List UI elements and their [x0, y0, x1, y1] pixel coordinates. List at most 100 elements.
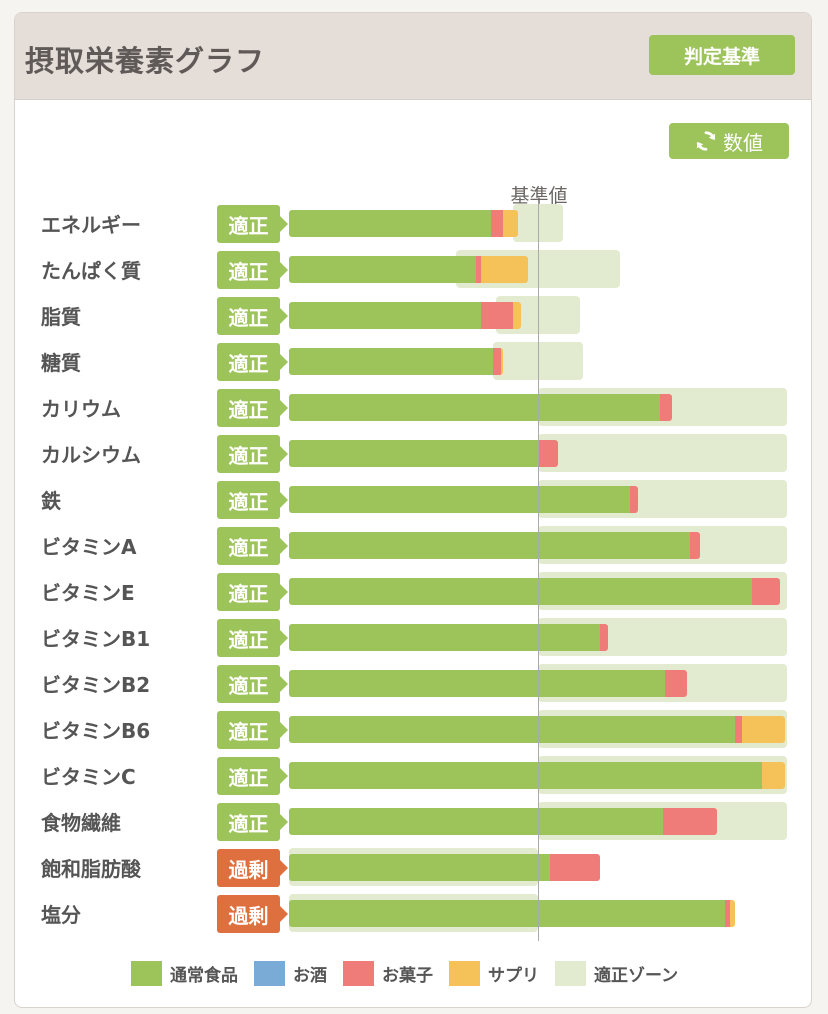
- legend-item-zone: 適正ゾーン: [555, 961, 678, 986]
- status-badge: 適正: [217, 205, 288, 243]
- legend-swatch: [131, 961, 162, 986]
- legend-item-supplement: サプリ: [449, 961, 539, 986]
- status-badge: 適正: [217, 435, 288, 473]
- status-badge: 適正: [217, 297, 288, 335]
- legend-label: 適正ゾーン: [594, 966, 679, 986]
- bar-segment-supplement: [762, 762, 785, 789]
- legend-label: サプリ: [488, 966, 539, 986]
- status-badge: 適正: [217, 665, 288, 703]
- bar-segment-snack: [664, 670, 688, 697]
- nutrient-row: ビタミンE 適正: [15, 569, 811, 615]
- intake-bar: [289, 670, 688, 697]
- nutrient-label: たんぱく質: [41, 259, 141, 283]
- card-header: 摂取栄養素グラフ 判定基準: [15, 13, 811, 100]
- bar-segment-normal: [289, 670, 665, 697]
- status-badge: 過剰: [217, 895, 288, 933]
- status-badge: 適正: [217, 481, 288, 519]
- intake-bar: [289, 716, 785, 743]
- bar-segment-supplement: [742, 716, 785, 743]
- reference-label: 基準値: [510, 185, 568, 207]
- bar-segment-snack: [480, 302, 514, 329]
- reference-line: [538, 203, 539, 941]
- bar-segment-snack: [538, 440, 558, 467]
- refresh-icon: [695, 130, 717, 152]
- status-badge: 適正: [217, 619, 288, 657]
- bar-segment-normal: [289, 302, 481, 329]
- intake-bar: [289, 486, 638, 513]
- adequate-zone: [538, 434, 787, 472]
- legend-swatch: [343, 961, 374, 986]
- bar-track: [289, 486, 789, 513]
- nutrient-row: エネルギー 適正: [15, 201, 811, 247]
- nutrient-label: 食物繊維: [41, 811, 121, 835]
- nutrient-label: 脂質: [41, 305, 81, 329]
- bar-track: [289, 302, 789, 329]
- bar-segment-normal: [289, 348, 494, 375]
- bar-segment-snack: [689, 532, 700, 559]
- bar-segment-normal: [289, 900, 725, 927]
- bar-segment-supplement: [500, 348, 504, 375]
- nutrient-label: カルシウム: [41, 443, 141, 467]
- nutrient-row: 糖質 適正: [15, 339, 811, 385]
- bar-track: [289, 854, 789, 881]
- bar-segment-snack: [550, 854, 601, 881]
- bar-segment-normal: [289, 486, 631, 513]
- bar-segment-normal: [289, 532, 690, 559]
- bar-track: [289, 348, 789, 375]
- status-badge: 適正: [217, 389, 288, 427]
- nutrient-label: ビタミンE: [41, 581, 135, 605]
- bar-track: [289, 210, 789, 237]
- bar-track: [289, 394, 789, 421]
- legend-swatch: [254, 961, 285, 986]
- legend-label: 通常食品: [170, 966, 238, 986]
- bar-segment-snack: [752, 578, 780, 605]
- intake-bar: [289, 348, 504, 375]
- nutrient-row: ビタミンB6 適正: [15, 707, 811, 753]
- intake-bar: [289, 762, 785, 789]
- bar-segment-snack: [734, 716, 743, 743]
- nutrient-label: ビタミンB1: [41, 627, 151, 651]
- nutrient-row: 脂質 適正: [15, 293, 811, 339]
- page-title: 摂取栄養素グラフ: [25, 44, 266, 78]
- intake-bar: [289, 394, 673, 421]
- bar-track: [289, 670, 789, 697]
- nutrient-label: 糖質: [41, 351, 81, 375]
- intake-bar: [289, 210, 519, 237]
- adequate-zone: [493, 342, 583, 380]
- intake-bar: [289, 808, 718, 835]
- nutrient-row: 鉄 適正: [15, 477, 811, 523]
- bar-segment-supplement: [729, 900, 735, 927]
- intake-bar: [289, 900, 735, 927]
- bar-segment-snack: [493, 348, 501, 375]
- nutrient-row: 塩分 過剰: [15, 891, 811, 937]
- bar-segment-supplement: [513, 302, 521, 329]
- nutrient-label: ビタミンB2: [41, 673, 151, 697]
- bar-segment-normal: [289, 578, 753, 605]
- status-badge: 適正: [217, 251, 288, 289]
- nutrient-label: ビタミンA: [41, 535, 137, 559]
- bar-segment-supplement: [480, 256, 529, 283]
- bar-track: [289, 624, 789, 651]
- legend-swatch: [555, 961, 586, 986]
- intake-bar: [289, 854, 601, 881]
- legend-item-snack: お菓子: [343, 961, 433, 986]
- nutrient-label: エネルギー: [41, 213, 141, 237]
- bar-track: [289, 808, 789, 835]
- nutrient-row: たんぱく質 適正: [15, 247, 811, 293]
- intake-bar: [289, 302, 521, 329]
- values-toggle-button[interactable]: 数値: [669, 123, 789, 159]
- status-badge: 過剰: [217, 849, 288, 887]
- status-badge: 適正: [217, 757, 288, 795]
- status-badge: 適正: [217, 803, 288, 841]
- bar-segment-normal: [289, 624, 601, 651]
- legend-item-normal: 通常食品: [131, 961, 238, 986]
- intake-bar: [289, 440, 558, 467]
- intake-bar: [289, 532, 700, 559]
- bar-track: [289, 716, 789, 743]
- bar-segment-snack: [662, 808, 718, 835]
- bar-segment-snack: [724, 900, 730, 927]
- legend-swatch: [449, 961, 480, 986]
- criteria-button[interactable]: 判定基準: [649, 35, 795, 75]
- intake-bar: [289, 578, 780, 605]
- bar-segment-normal: [289, 854, 551, 881]
